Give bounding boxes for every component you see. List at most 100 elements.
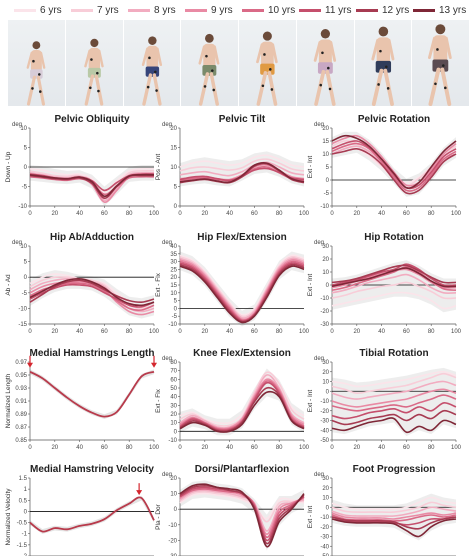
child-photo (65, 20, 124, 106)
y-tick-label: 10 (322, 380, 329, 386)
series-line (179, 390, 305, 433)
chart-title: Hip Flex/Extension (197, 232, 286, 243)
series-line (331, 409, 457, 426)
unit-label: deg (12, 122, 22, 128)
x-tick-label: 0 (178, 329, 182, 335)
y-tick-label: 20 (322, 126, 329, 132)
legend-label: 10 yrs (268, 4, 296, 16)
x-tick-label: 100 (451, 445, 462, 451)
series-line (331, 372, 457, 395)
series-line (179, 483, 305, 548)
y-axis-label: Down - Up (5, 151, 12, 182)
series-line (179, 265, 305, 324)
child-photo (123, 20, 182, 106)
y-tick-label: -5 (22, 291, 28, 297)
y-tick-label: 10 (170, 492, 177, 498)
series-line (331, 370, 457, 388)
x-tick-label: 80 (276, 329, 283, 335)
series-line (331, 496, 457, 511)
unit-label: deg (162, 472, 172, 478)
y-tick-label: 0 (174, 204, 178, 210)
y-tick-label: 0.93 (15, 386, 27, 392)
legend-label: 12 yrs (382, 4, 410, 16)
x-tick-label: 0 (178, 445, 182, 451)
legend-swatch (299, 8, 321, 12)
y-tick-label: 70 (170, 369, 177, 375)
y-tick-label: 0 (24, 165, 28, 171)
x-tick-label: 40 (226, 329, 233, 335)
y-axis-label: Pos - Ant (155, 154, 162, 181)
x-tick-label: 0 (28, 445, 32, 451)
y-tick-label: 0.85 (15, 438, 27, 444)
y-tick-label: 0 (326, 389, 330, 395)
x-tick-label: 60 (403, 329, 410, 335)
y-tick-label: 30 (170, 403, 177, 409)
child-photo (181, 20, 239, 106)
y-tick-label: 0 (326, 178, 330, 184)
series-line (29, 370, 155, 418)
series-line (29, 279, 155, 304)
y-tick-label: -10 (168, 438, 177, 444)
x-tick-label: 40 (378, 445, 385, 451)
x-tick-label: 60 (403, 211, 410, 217)
y-tick-label: 30 (170, 260, 177, 266)
y-axis-label: Normalized Velocity (5, 488, 12, 546)
x-tick-label: 0 (330, 445, 334, 451)
series-line (331, 147, 457, 195)
legend-label: 6 yrs (40, 4, 62, 16)
y-axis-label: Ext - Int (307, 156, 314, 179)
y-axis-label: Pla - Dor (155, 503, 162, 529)
x-tick-label: 80 (428, 211, 435, 217)
x-tick-label: 60 (251, 445, 258, 451)
y-tick-label: 0.95 (15, 373, 27, 379)
y-tick-label: -20 (320, 525, 329, 531)
arrow-marker-head (27, 362, 33, 368)
y-tick-label: 25 (170, 267, 177, 273)
series-line (331, 394, 457, 412)
unit-label: deg (12, 240, 22, 246)
y-tick-label: 0 (174, 507, 178, 513)
series-line (331, 281, 457, 300)
chart-panel: Pelvic Tilt deg Pos - Ant 0 5 10 15 20 0 20 40 60 80… (155, 114, 310, 217)
y-tick-label: 60 (170, 377, 177, 383)
y-tick-label: -50 (320, 438, 329, 444)
x-tick-label: 100 (451, 329, 462, 335)
y-tick-label: -30 (320, 535, 329, 541)
series-line (331, 140, 457, 190)
y-tick-label: 10 (20, 244, 27, 250)
legend-label: 9 yrs (211, 4, 233, 16)
variability-band (30, 369, 154, 419)
chart-title: Hip Rotation (364, 232, 423, 243)
x-tick-label: 80 (126, 329, 133, 335)
y-tick-label: -20 (168, 538, 177, 544)
legend-swatch (14, 8, 36, 12)
x-tick-label: 20 (353, 329, 360, 335)
series-line (331, 273, 457, 294)
child-photo (8, 20, 66, 106)
legend-swatch (413, 8, 435, 12)
legend-swatch (242, 8, 264, 12)
x-tick-label: 40 (76, 329, 83, 335)
series-line (179, 489, 305, 532)
x-tick-label: 60 (251, 329, 258, 335)
chart-title: Tibial Rotation (359, 348, 428, 359)
y-tick-label: 30 (322, 244, 329, 250)
x-tick-label: 40 (378, 211, 385, 217)
y-tick-label: 10 (170, 165, 177, 171)
series-line (331, 518, 457, 538)
y-tick-label: 20 (170, 412, 177, 418)
series-line (331, 516, 457, 526)
legend-item: 13 yrs (413, 2, 466, 18)
unit-label: deg (314, 240, 324, 246)
y-tick-label: 35 (170, 252, 177, 258)
unit-label: deg (314, 122, 324, 128)
legend-swatch (128, 8, 150, 12)
x-tick-label: 0 (28, 211, 32, 217)
y-tick-label: 10 (322, 152, 329, 158)
y-tick-label: 15 (170, 146, 177, 152)
x-tick-label: 60 (101, 211, 108, 217)
legend-item: 12 yrs (356, 2, 409, 18)
